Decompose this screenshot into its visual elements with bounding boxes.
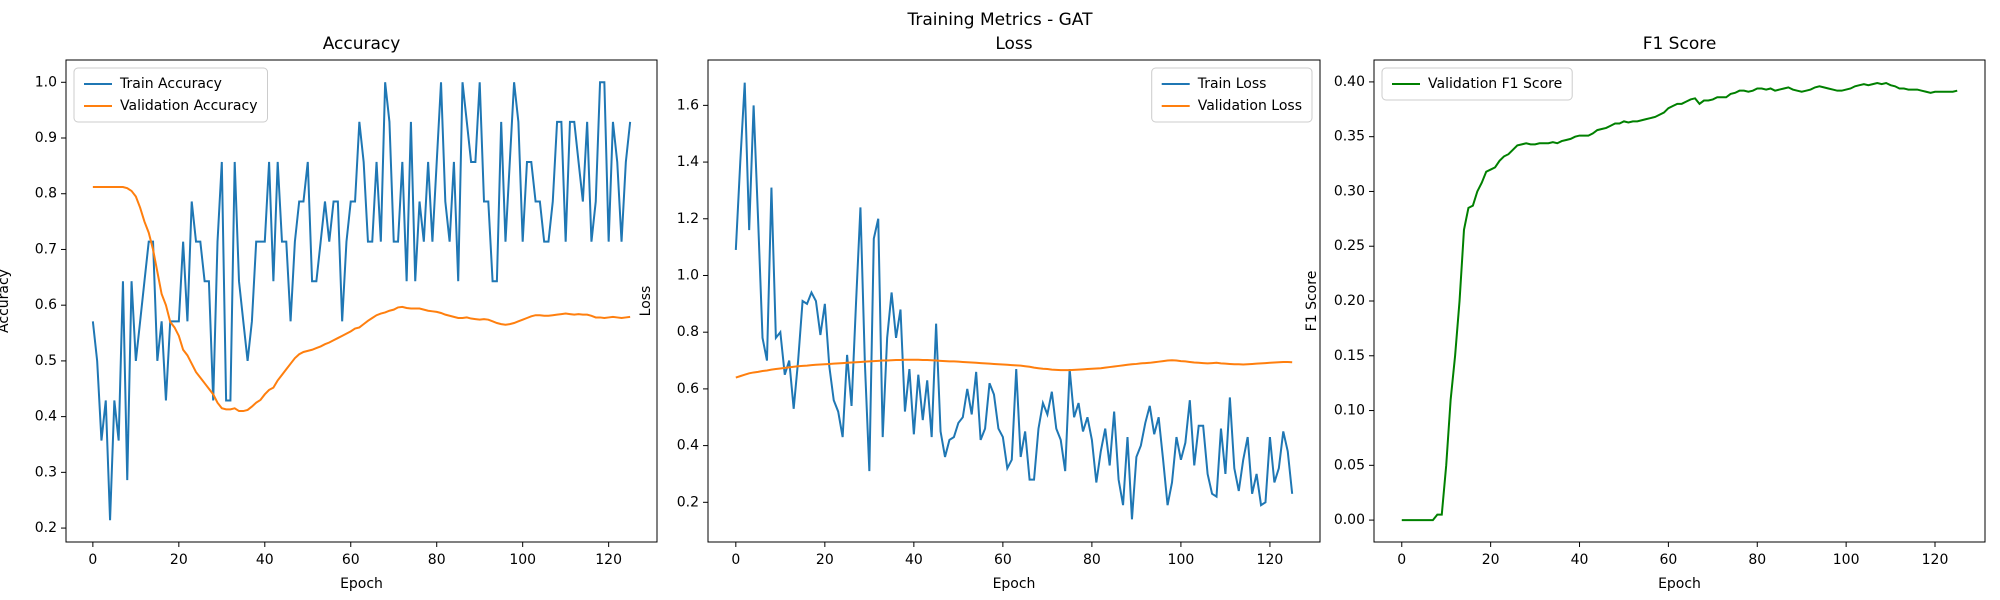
y-tick-label: 1.2: [677, 211, 699, 227]
x-tick-label: 80: [1748, 552, 1766, 568]
legend-label: Validation Loss: [1198, 98, 1302, 114]
legend-label: Train Accuracy: [119, 76, 222, 92]
y-tick-label: 0.4: [677, 438, 699, 454]
x-axis-label: Epoch: [340, 576, 383, 592]
x-tick-label: 20: [816, 552, 834, 568]
legend: Train Loss Validation Loss: [1151, 67, 1313, 123]
legend-box: [73, 67, 268, 123]
x-tick-label: 60: [994, 552, 1012, 568]
axes-frame: [65, 59, 658, 543]
legend: Validation F1 Score: [1381, 67, 1573, 101]
series-line: [92, 186, 631, 413]
legend-label: Validation F1 Score: [1428, 76, 1562, 92]
series-line: [91, 81, 632, 521]
axes-frame: [1373, 59, 1986, 543]
x-tick-label: 100: [509, 552, 536, 568]
y-tick-label: 0.05: [1334, 457, 1365, 473]
x-tick-label: 0: [1397, 552, 1406, 568]
y-tick-label: 0.6: [677, 381, 699, 397]
y-tick-label: 0.25: [1334, 238, 1365, 254]
y-tick-label: 0.6: [35, 297, 57, 313]
y-tick-label: 0.20: [1334, 293, 1365, 309]
x-tick-label: 20: [170, 552, 188, 568]
legend-box: [1151, 67, 1313, 123]
x-tick-label: 80: [428, 552, 446, 568]
x-tick-label: 20: [1482, 552, 1500, 568]
y-tick-label: 0.4: [35, 409, 57, 425]
x-tick-label: 60: [1659, 552, 1677, 568]
x-tick-label: 120: [1922, 552, 1949, 568]
x-axis-label: Epoch: [1658, 576, 1701, 592]
x-tick-label: 120: [595, 552, 622, 568]
series-line: [734, 82, 1294, 520]
x-tick-label: 0: [88, 552, 97, 568]
y-tick-label: 0.7: [35, 241, 57, 257]
y-tick-label: 1.6: [677, 97, 699, 113]
y-tick-label: 0.8: [677, 324, 699, 340]
y-tick-label: 0.3: [35, 464, 57, 480]
y-tick-label: 0.9: [35, 130, 57, 146]
x-axis-label: Epoch: [993, 576, 1036, 592]
legend-box: [1381, 67, 1573, 101]
axes-title: F1 Score: [1643, 34, 1717, 54]
x-tick-label: 40: [905, 552, 923, 568]
y-axis-label: Accuracy: [0, 269, 12, 333]
y-tick-label: 0.15: [1334, 348, 1365, 364]
series-line: [1401, 81, 1958, 522]
y-tick-label: 0.2: [677, 494, 699, 510]
x-tick-label: 80: [1083, 552, 1101, 568]
x-tick-label: 60: [342, 552, 360, 568]
figure-title: Training Metrics - GAT: [907, 10, 1094, 30]
x-tick-label: 0: [731, 552, 740, 568]
y-tick-label: 1.0: [677, 267, 699, 283]
y-axis-label: F1 Score: [1304, 271, 1320, 332]
x-tick-label: 40: [1571, 552, 1589, 568]
y-tick-label: 0.2: [35, 520, 57, 536]
x-tick-label: 40: [256, 552, 274, 568]
y-tick-label: 0.30: [1334, 183, 1365, 199]
y-tick-label: 0.00: [1334, 512, 1365, 528]
series-line: [735, 358, 1293, 379]
y-tick-label: 0.40: [1334, 74, 1365, 90]
y-tick-label: 0.8: [35, 186, 57, 202]
legend-label: Validation Accuracy: [120, 98, 258, 114]
axes-title: Loss: [995, 34, 1032, 54]
x-tick-label: 120: [1257, 552, 1284, 568]
y-tick-label: 0.5: [35, 353, 57, 369]
y-axis-label: Loss: [638, 286, 654, 317]
legend-label: Train Loss: [1197, 76, 1267, 92]
axes-title: Accuracy: [323, 34, 401, 54]
y-tick-label: 0.10: [1334, 403, 1365, 419]
legend: Train Accuracy Validation Accuracy: [73, 67, 268, 123]
y-tick-label: 1.0: [35, 74, 57, 90]
axes-frame: [707, 59, 1321, 543]
y-tick-label: 1.4: [677, 154, 699, 170]
x-tick-label: 100: [1168, 552, 1195, 568]
x-tick-label: 100: [1833, 552, 1860, 568]
y-tick-label: 0.35: [1334, 129, 1365, 145]
